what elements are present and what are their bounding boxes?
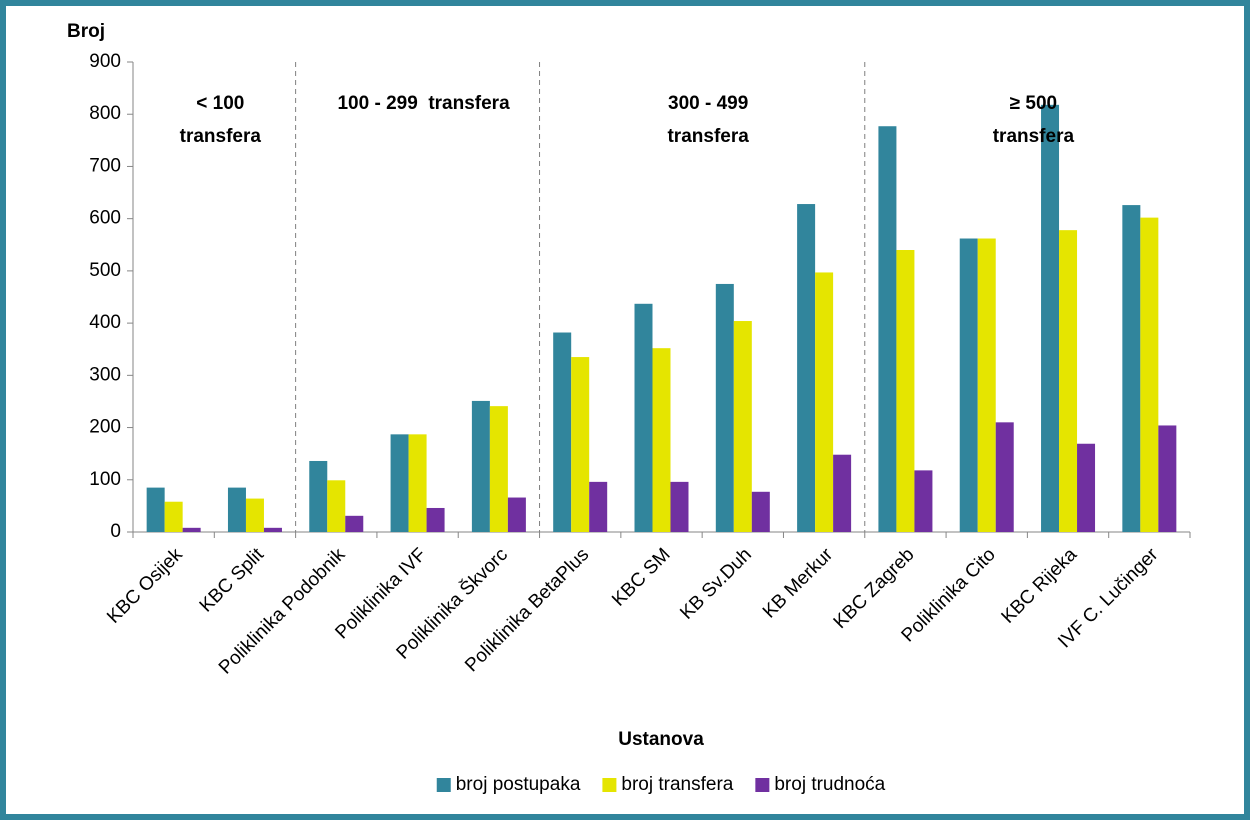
x-axis-title: Ustanova [618,729,704,750]
bar [670,481,689,532]
bar [408,434,427,532]
y-tick-label: 200 [89,417,121,438]
group-label: transfera [667,126,749,147]
legend-item: broj trudnoća [755,774,886,795]
bar [182,527,201,532]
group-label: < 100 [196,93,244,114]
bar [797,204,816,533]
group-label: 300 - 499 [668,93,748,114]
y-tick-label: 600 [89,208,121,229]
bar [327,480,346,532]
y-tick-label: 0 [110,521,121,542]
bar [715,283,734,532]
bar [733,321,752,532]
y-tick-label: 900 [89,51,121,72]
legend-swatch [602,778,617,792]
y-tick-label: 500 [89,260,121,281]
bar [489,406,508,532]
y-axis-title: Broj [67,21,105,42]
group-label: ≥ 500 [1010,93,1057,114]
group-label: 100 - 299 transfera [337,93,510,114]
bar [896,250,915,532]
bar [227,487,246,532]
group-label: transfera [993,126,1075,147]
bar [426,507,445,532]
group-label: transfera [180,126,262,147]
bar [589,481,608,532]
y-tick-label: 100 [89,469,121,490]
bar [164,501,183,532]
y-tick-label: 400 [89,312,121,333]
bar [833,454,852,532]
legend-swatch [755,778,770,792]
bar [1158,425,1177,532]
bar [309,460,328,532]
bar [977,238,996,532]
bar [914,470,933,532]
y-tick-label: 800 [89,103,121,124]
bar [1077,443,1096,532]
bar [995,422,1014,532]
bar [345,515,364,532]
bar [1122,205,1141,533]
bar [751,491,770,532]
bar [471,400,490,532]
bar [1059,230,1078,532]
bar [245,498,264,532]
bar [878,126,897,532]
y-tick-label: 300 [89,364,121,385]
legend-swatch [436,778,451,792]
bar [571,357,590,532]
bar [263,527,282,532]
legend-label: broj trudnoća [774,774,885,795]
bar [1140,217,1159,532]
bar [553,332,572,532]
bar [652,348,671,532]
legend-item: broj postupaka [436,774,581,795]
legend-label: broj postupaka [456,774,581,795]
bar [1041,104,1060,533]
legend-item: broj transfera [602,774,734,795]
bar [634,303,653,532]
legend-label: broj transfera [621,774,733,795]
bar [959,238,978,532]
y-tick-label: 700 [89,155,121,176]
bar [390,434,409,532]
bar [815,272,834,532]
bar [507,497,526,532]
bar [146,487,165,532]
